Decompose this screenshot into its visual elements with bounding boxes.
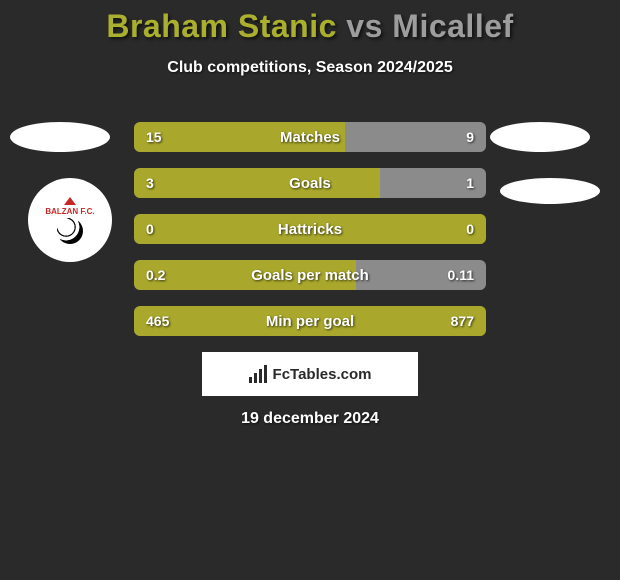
comparison-row: 0.20.11Goals per match (134, 260, 486, 290)
soccer-ball-icon (57, 218, 83, 244)
comparison-row: 465877Min per goal (134, 306, 486, 336)
bar-chart-icon (249, 365, 267, 383)
stat-label: Goals per match (134, 260, 486, 290)
page-title: Braham Stanic vs Micallef (0, 0, 620, 45)
title-player-left: Braham Stanic (106, 8, 346, 44)
comparison-rows: 159Matches 31Goals 00Hattricks 0.20.11Goals… (134, 122, 486, 352)
subtitle: Club competitions, Season 2024/2025 (0, 59, 620, 77)
comparison-row: 159Matches (134, 122, 486, 152)
stat-label: Min per goal (134, 306, 486, 336)
comparison-row: 31Goals (134, 168, 486, 198)
club-badge-left: BALZAN F.C. (28, 178, 112, 262)
club-badge-left-label: BALZAN F.C. (45, 197, 94, 244)
snapshot-date: 19 december 2024 (0, 410, 620, 428)
comparison-row: 00Hattricks (134, 214, 486, 244)
stat-label: Goals (134, 168, 486, 198)
attribution-text: FcTables.com (273, 366, 372, 383)
team-logo-top-left (10, 122, 110, 152)
team-logo-mid-right (500, 178, 600, 204)
attribution-banner: FcTables.com (202, 352, 418, 396)
title-player-right: vs Micallef (346, 8, 513, 44)
stat-label: Hattricks (134, 214, 486, 244)
team-logo-top-right (490, 122, 590, 152)
stat-label: Matches (134, 122, 486, 152)
